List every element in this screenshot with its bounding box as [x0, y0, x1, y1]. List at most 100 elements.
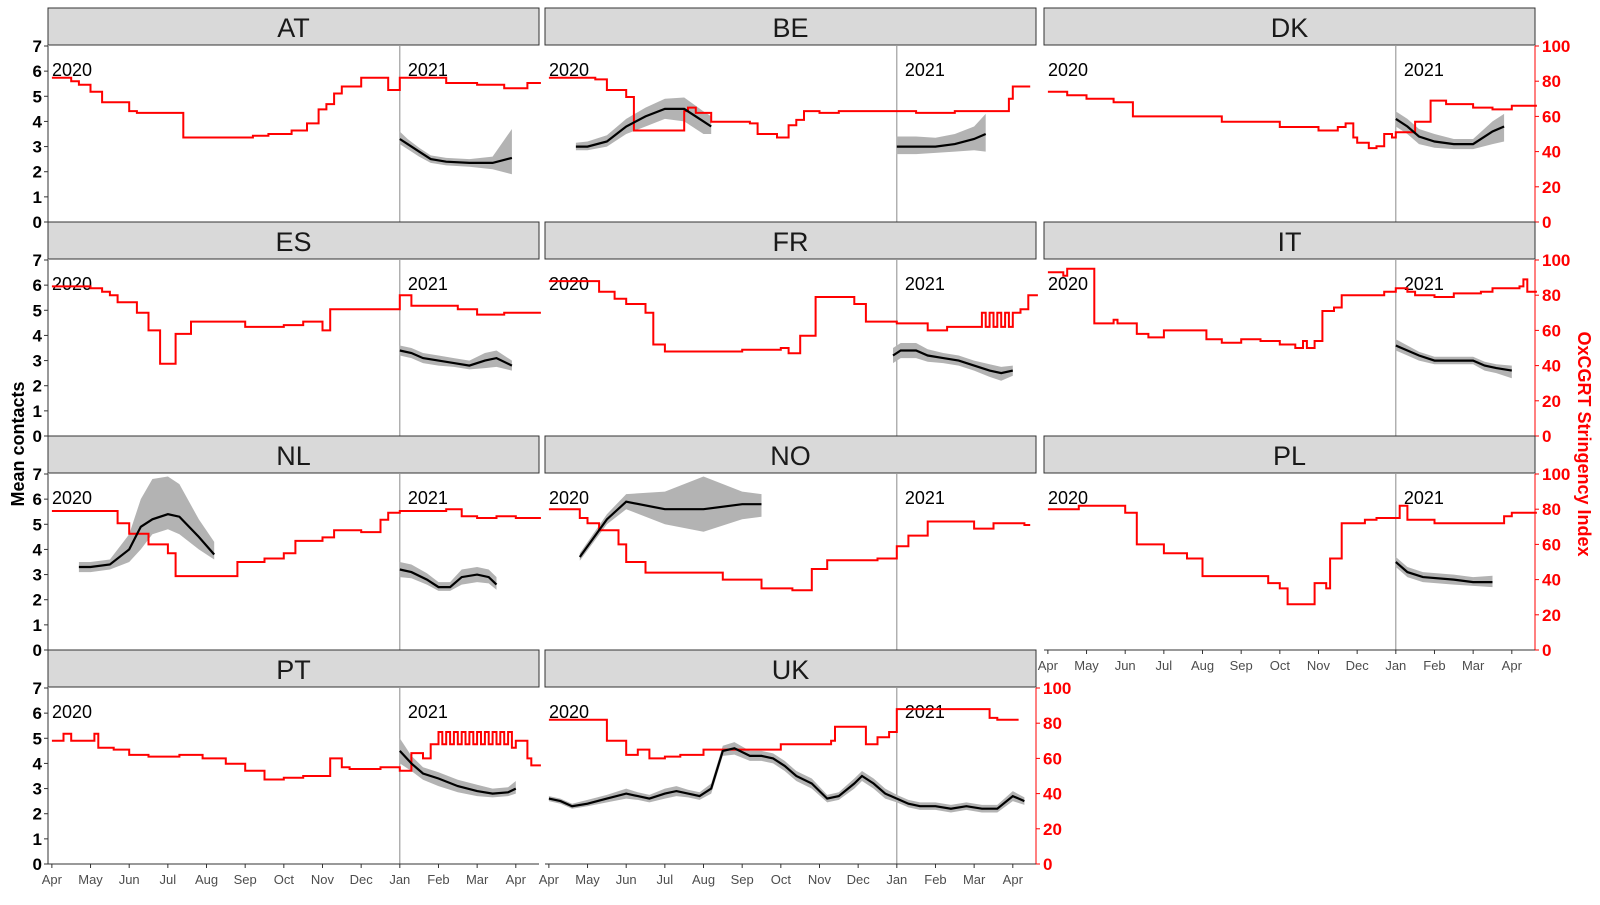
year-label-2020: 2020 [549, 702, 589, 722]
left-axis-tick-label: 2 [33, 377, 42, 396]
right-axis-tick-label: 80 [1542, 286, 1561, 305]
panel-title: ES [275, 227, 311, 257]
left-axis-tick-label: 4 [33, 540, 43, 559]
year-label-2021: 2021 [905, 274, 945, 294]
bottom-axis-tick-label: Feb [924, 872, 946, 887]
panel-strip [1043, 435, 1536, 474]
bottom-axis-tick-label: Aug [195, 872, 218, 887]
year-label-2021: 2021 [905, 60, 945, 80]
stringency-line [1047, 90, 1537, 150]
right-axis-tick-label: 80 [1542, 500, 1561, 519]
left-axis-tick-label: 5 [33, 515, 42, 534]
left-axis-tick-label: 1 [33, 188, 42, 207]
panel-strip [544, 7, 1037, 46]
panel-title: PL [1273, 441, 1306, 471]
contacts-ribbon [548, 742, 1025, 813]
right-axis-tick-label: 0 [1542, 641, 1551, 660]
right-axis-tick-label: 0 [1542, 213, 1551, 232]
left-axis-tick-label: 0 [33, 213, 42, 232]
right-axis-tick-label: 40 [1043, 785, 1062, 804]
contacts-line [1395, 117, 1505, 146]
left-axis-tick-label: 1 [33, 830, 42, 849]
panel-es: ES 2020 2021 0 1 2 3 4 5 6 7 [33, 221, 541, 446]
year-label-2020: 2020 [52, 488, 92, 508]
bottom-axis-tick-label: Aug [1191, 658, 1214, 673]
year-label-2020: 2020 [52, 274, 92, 294]
bottom-axis-tick-label: Mar [1462, 658, 1485, 673]
panel-title: UK [772, 655, 810, 685]
bottom-axis-tick-label: Nov [311, 872, 335, 887]
panel-pl: PL 2020 2021 0 20 40 60 80 100 Apr May Jun Jul Aug Sep… [1038, 435, 1570, 673]
left-axis-tick-label: 3 [33, 566, 42, 585]
right-axis-tick-label: 60 [1542, 321, 1561, 340]
panel-at: AT 2020 2021 0 1 2 3 4 5 6 7 [33, 7, 541, 232]
bottom-axis-tick-label: Sep [731, 872, 754, 887]
left-axis-tick-label: 3 [33, 138, 42, 157]
left-axis-tick-label: 2 [33, 805, 42, 824]
contacts-line [78, 513, 216, 569]
right-axis-title: OxCGRT Stringency Index [1574, 331, 1594, 556]
panel-no: NO 2020 2021 [544, 435, 1037, 650]
panel-be: BE 2020 2021 [544, 7, 1037, 222]
contacts-line [399, 349, 513, 367]
year-label-2021: 2021 [905, 488, 945, 508]
bottom-axis-tick-label: Apr [1502, 658, 1523, 673]
panel-title: FR [773, 227, 809, 257]
right-axis-tick-label: 80 [1043, 714, 1062, 733]
panel-pt: PT 2020 2021 0 1 2 3 4 5 6 7 Apr May Jun Jul Aug Sep Oct N… [33, 649, 541, 887]
contacts-ribbon [1395, 339, 1512, 379]
contacts-ribbon [575, 97, 712, 151]
left-axis-tick-label: 4 [33, 326, 43, 345]
bottom-axis-tick-label: Jun [119, 872, 140, 887]
left-axis-title: Mean contacts [8, 381, 28, 506]
stringency-line [548, 508, 1031, 592]
stringency-line [51, 508, 541, 578]
panel-title: NL [276, 441, 311, 471]
bottom-axis-tick-label: Mar [963, 872, 986, 887]
panel-it: IT 2020 2021 0 20 40 60 80 100 [1043, 221, 1570, 446]
stringency-line [51, 285, 541, 365]
contacts-line [896, 132, 987, 148]
right-axis-tick-label: 100 [1542, 251, 1570, 270]
panel-dk: DK 2020 2021 0 20 40 60 80 100 [1043, 7, 1570, 232]
right-axis-tick-label: 40 [1542, 357, 1561, 376]
bottom-axis-tick-label: Jul [160, 872, 177, 887]
contacts-ribbon [1395, 557, 1493, 588]
bottom-axis-tick-label: Feb [1423, 658, 1445, 673]
left-axis-tick-label: 7 [33, 465, 42, 484]
panel-strip [47, 7, 540, 46]
right-axis-tick-label: 60 [1542, 535, 1561, 554]
panel-uk: UK 2020 2021 0 20 40 60 80 100 Apr May Jun Jul Aug Sep… [539, 649, 1071, 887]
stringency-line [548, 76, 1031, 139]
left-axis-tick-label: 6 [33, 490, 42, 509]
contacts-line [1395, 344, 1512, 372]
year-label-2020: 2020 [549, 60, 589, 80]
stringency-line [548, 708, 1019, 760]
panel-strip [544, 435, 1037, 474]
bottom-axis-tick-label: Aug [692, 872, 715, 887]
contacts-ribbon [1395, 111, 1505, 150]
year-label-2021: 2021 [1404, 60, 1444, 80]
left-axis-tick-label: 3 [33, 780, 42, 799]
bottom-axis-tick-label: Oct [771, 872, 792, 887]
left-axis-tick-label: 5 [33, 87, 42, 106]
right-axis-tick-label: 40 [1542, 571, 1561, 590]
contacts-line [399, 138, 513, 164]
contacts-ribbon [579, 476, 762, 561]
bottom-axis-tick-label: Mar [466, 872, 489, 887]
left-axis-tick-label: 4 [33, 112, 43, 131]
bottom-axis-tick-label: Apr [539, 872, 560, 887]
panel-title: BE [772, 13, 808, 43]
contacts-line [1395, 561, 1493, 584]
left-axis-tick-label: 5 [33, 301, 42, 320]
panel-strip [1043, 221, 1536, 260]
bottom-axis-tick-label: Jan [886, 872, 907, 887]
bottom-axis-tick-label: Sep [234, 872, 257, 887]
left-axis-tick-label: 0 [33, 855, 42, 874]
contacts-line [575, 107, 712, 148]
panel-fr: FR 2020 2021 [544, 221, 1038, 436]
bottom-axis-tick-label: Apr [1003, 872, 1024, 887]
right-axis-tick-label: 20 [1542, 178, 1561, 197]
year-label-2020: 2020 [1048, 274, 1088, 294]
right-axis-tick-label: 0 [1542, 427, 1551, 446]
